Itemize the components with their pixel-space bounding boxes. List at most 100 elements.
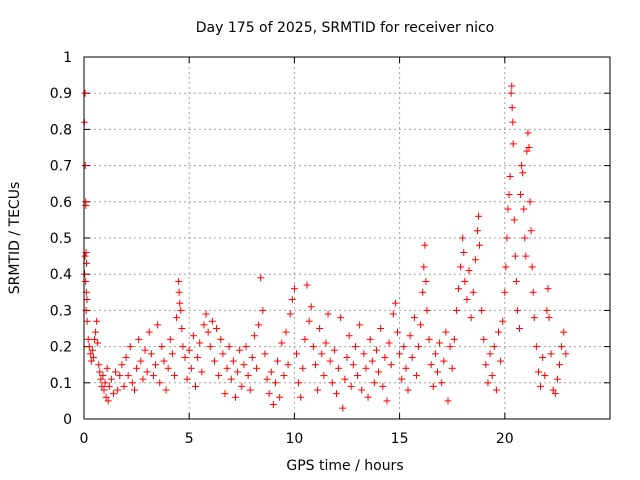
data-point (560, 328, 568, 336)
data-point (452, 306, 460, 314)
data-point (494, 328, 502, 336)
data-point (372, 346, 380, 354)
data-point (81, 89, 89, 97)
data-point (305, 317, 313, 325)
data-point (179, 343, 187, 351)
data-point (219, 350, 227, 358)
data-point (517, 191, 525, 199)
data-point (478, 306, 486, 314)
data-point (543, 306, 551, 314)
data-point (81, 162, 89, 170)
data-point (391, 299, 399, 307)
data-point (109, 390, 117, 398)
data-point (502, 263, 510, 271)
data-point (173, 314, 181, 322)
x-tick-label: 20 (496, 431, 514, 447)
data-point (527, 227, 535, 235)
data-point (280, 372, 288, 380)
data-point (558, 343, 566, 351)
data-point (295, 379, 303, 387)
data-point (269, 401, 277, 409)
data-point (99, 372, 107, 380)
data-point (297, 393, 305, 401)
data-point (362, 364, 370, 372)
data-point (486, 350, 494, 358)
data-point (537, 382, 545, 390)
data-point (101, 379, 109, 387)
data-point (461, 277, 469, 285)
data-point (202, 310, 210, 318)
data-point (530, 314, 538, 322)
data-point (442, 328, 450, 336)
data-point (316, 325, 324, 332)
data-point (422, 277, 430, 285)
data-point (311, 361, 319, 369)
data-point (288, 296, 296, 304)
data-point (440, 357, 448, 365)
data-point (525, 144, 533, 151)
data-point (213, 325, 221, 332)
data-point (95, 361, 103, 369)
data-point (469, 288, 477, 296)
data-point (370, 379, 378, 387)
data-point (328, 379, 336, 387)
data-point (433, 368, 441, 376)
data-point (234, 368, 242, 376)
data-point (521, 234, 529, 242)
data-point (551, 390, 559, 398)
data-point (250, 332, 258, 340)
data-point (92, 328, 100, 336)
y-tick-label: 1 (63, 50, 72, 66)
data-point (128, 379, 136, 387)
x-tick-label: 10 (285, 431, 303, 447)
data-point (475, 212, 482, 220)
data-point (490, 343, 498, 351)
data-point (339, 404, 347, 412)
data-point (383, 397, 391, 405)
data-point (343, 353, 351, 361)
data-point (238, 382, 246, 390)
data-point (126, 343, 134, 351)
data-point (206, 343, 214, 351)
data-point (267, 368, 275, 376)
data-point (419, 288, 427, 296)
data-point (476, 241, 484, 249)
data-point (368, 357, 376, 365)
grid-layer (84, 57, 610, 419)
data-point (196, 339, 204, 347)
chart-title: Day 175 of 2025, SRMTID for receiver nic… (196, 20, 494, 36)
data-point (141, 346, 149, 354)
data-point (139, 375, 147, 383)
data-point (314, 386, 322, 394)
data-point (465, 267, 473, 275)
data-point (154, 321, 162, 329)
data-point (135, 335, 143, 343)
data-point (217, 335, 225, 343)
data-point (112, 368, 120, 376)
data-point (221, 390, 229, 398)
data-point (358, 386, 366, 394)
data-point (215, 372, 223, 380)
data-point (423, 306, 431, 314)
ticks-layer: 00.10.20.30.40.50.60.70.80.910 5 10 15 20 (50, 50, 610, 447)
data-point (444, 397, 452, 405)
x-tick-label: 0 (80, 431, 89, 447)
data-point (516, 325, 524, 332)
data-point (406, 332, 414, 340)
points-layer (80, 82, 570, 412)
data-point (175, 277, 183, 285)
data-point (421, 241, 429, 249)
data-point (204, 328, 212, 336)
data-point (177, 306, 185, 314)
data-point (379, 382, 387, 390)
data-point (244, 372, 252, 380)
data-point (484, 379, 492, 387)
data-point (137, 357, 145, 365)
data-point (337, 314, 345, 322)
data-point (114, 386, 122, 394)
data-point (293, 350, 301, 358)
data-point (176, 299, 184, 307)
data-point (307, 303, 315, 311)
data-point (556, 361, 564, 369)
data-point (524, 129, 532, 137)
